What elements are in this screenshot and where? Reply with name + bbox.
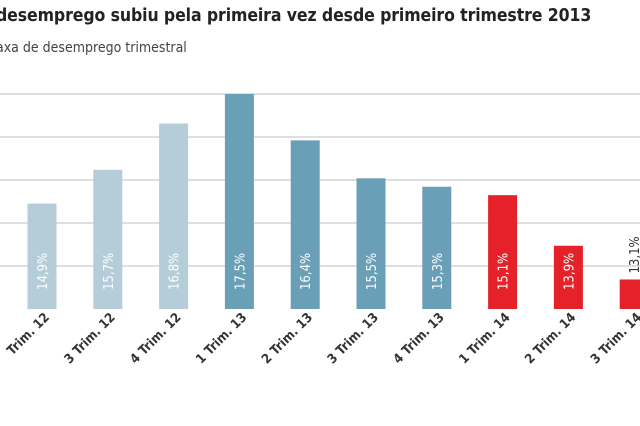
category-label: 3 Trim. 12: [62, 310, 119, 367]
data-label: 15,3%: [431, 253, 446, 290]
bar: [224, 94, 254, 309]
category-label: 4 Trim. 13: [391, 310, 448, 367]
data-label: 16,4%: [299, 253, 314, 290]
bar: [27, 203, 57, 309]
category-label: 3 Trim. 13: [325, 310, 382, 367]
chart-subtitle: axa de desemprego trimestral: [0, 40, 187, 56]
data-label: 13,9%: [562, 253, 577, 290]
bar: [422, 186, 452, 309]
data-label: 14,9%: [36, 253, 51, 290]
data-label: 15,5%: [365, 253, 380, 290]
category-label: 1 Trim. 13: [193, 310, 250, 367]
bar: [619, 279, 640, 309]
category-label: 4 Trim. 12: [127, 310, 184, 367]
data-label: 15,7%: [102, 253, 117, 290]
bar: [488, 195, 518, 309]
data-label: 17,5%: [233, 253, 248, 290]
category-label: Trim. 12: [5, 310, 53, 358]
category-label: 1 Trim. 14: [456, 310, 513, 367]
category-label: 2 Trim. 13: [259, 310, 316, 367]
data-label: 13,1%: [628, 236, 640, 273]
data-label: 16,8%: [168, 253, 183, 290]
bar: [356, 178, 386, 309]
category-label: 3 Trim. 14: [588, 310, 640, 367]
bar: [93, 169, 123, 309]
bar: [553, 245, 583, 309]
bar: [159, 123, 189, 310]
chart-title: desemprego subiu pela primeira vez desde…: [0, 6, 592, 26]
category-label: 2 Trim. 14: [522, 310, 579, 367]
data-label: 15,1%: [497, 253, 512, 290]
bar: [290, 140, 320, 309]
